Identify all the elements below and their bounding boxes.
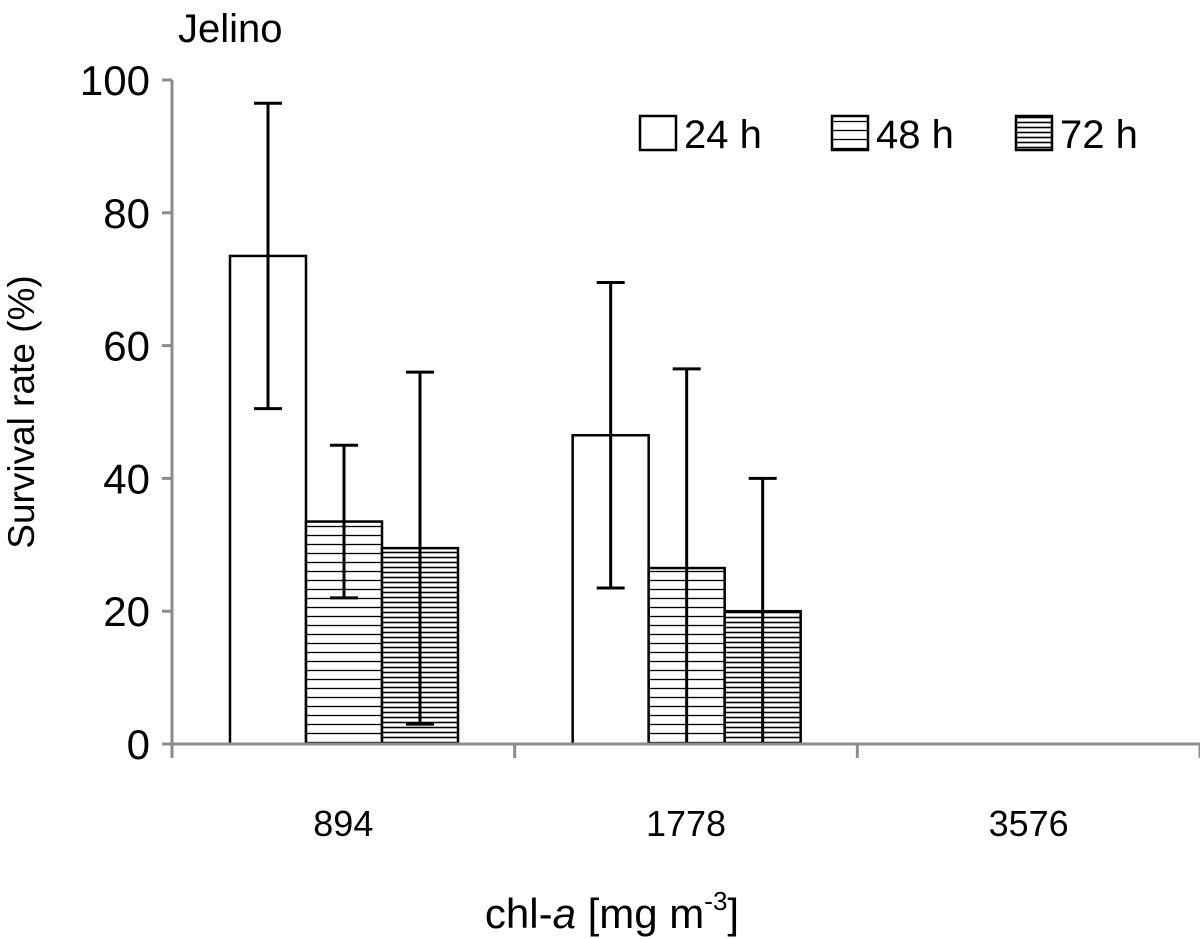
y-tick-label: 0 <box>127 721 150 768</box>
error-bar <box>596 281 625 590</box>
x-tick-label: 3576 <box>989 803 1069 844</box>
x-axis-label-suffix: [mg m <box>576 890 704 937</box>
y-tick-label: 60 <box>103 323 150 370</box>
legend-item: 24 h <box>638 113 762 157</box>
legend-swatch <box>638 114 678 152</box>
x-axis-label-close: ] <box>727 890 739 937</box>
legend: 24 h 48 h 72 h <box>638 113 1138 157</box>
legend-swatch <box>1014 114 1054 152</box>
chart-title: Jelino <box>178 7 283 51</box>
y-tick-label: 100 <box>80 57 150 104</box>
y-axis-ticks: 0 20 40 60 80 100 <box>80 57 172 768</box>
error-bar <box>254 101 282 411</box>
error-bar <box>406 370 434 726</box>
legend-label: 24 h <box>684 113 762 157</box>
y-axis-label: Survival rate (%) <box>1 275 42 548</box>
y-tick-label: 80 <box>103 190 150 237</box>
x-axis-label-italic: a <box>553 890 576 937</box>
legend-item: 72 h <box>1014 113 1138 157</box>
bars <box>228 254 802 746</box>
x-axis-label-prefix: chl- <box>485 890 553 937</box>
legend-label: 72 h <box>1060 113 1138 157</box>
x-tick-label: 894 <box>313 803 373 844</box>
legend-swatch <box>830 114 870 152</box>
error-bar <box>330 443 358 600</box>
x-axis-label-superscript: -3 <box>704 886 727 916</box>
y-tick-label: 40 <box>103 455 150 502</box>
x-axis-label: chl-a [mg m-3] <box>485 886 739 937</box>
x-tick-label: 1778 <box>646 803 726 844</box>
y-tick-label: 20 <box>103 588 150 635</box>
legend-label: 48 h <box>876 113 954 157</box>
x-axis-tick-labels: 894 1778 3576 <box>170 744 1200 844</box>
legend-item: 48 h <box>830 113 954 157</box>
